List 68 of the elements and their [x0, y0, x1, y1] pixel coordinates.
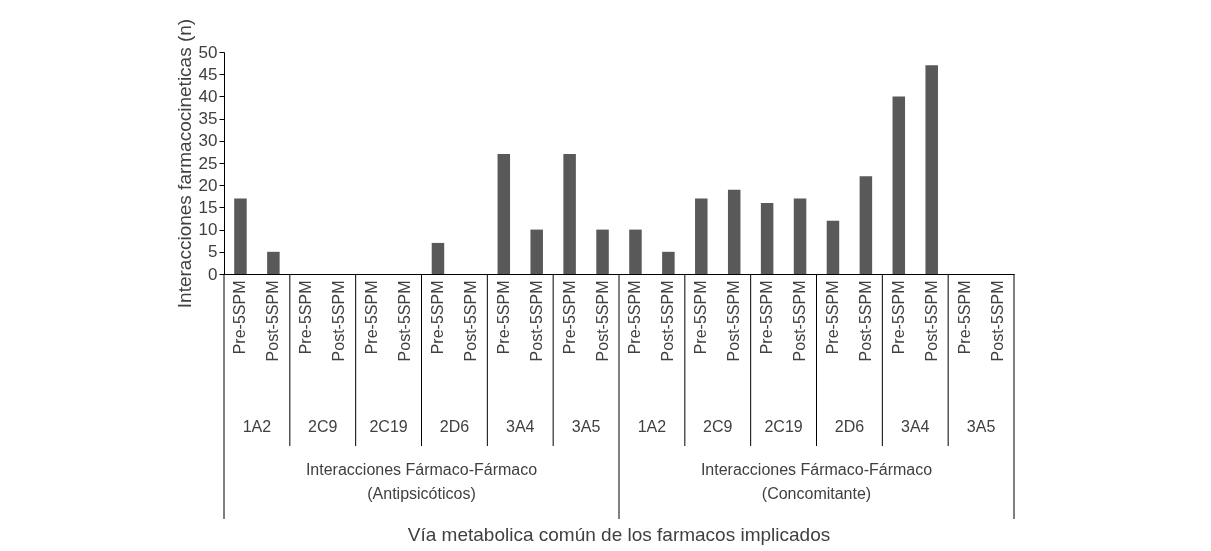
- text: Vía metabolica común de los farmacos implicados: [407, 524, 831, 545]
- bar: [859, 176, 873, 274]
- bar: [431, 242, 445, 274]
- bar: [530, 229, 543, 274]
- x-tick-label: Pre-5SPM: [428, 280, 446, 355]
- text: 3A5: [571, 418, 601, 435]
- y-tick-label: 40: [198, 86, 218, 106]
- bar: [234, 198, 247, 274]
- x-tick-label: Post-5SPM: [593, 280, 611, 362]
- y-tick-label: 15: [198, 197, 218, 217]
- x-tick-label: Post-5SPM: [725, 280, 743, 362]
- text: 2C9: [308, 418, 338, 435]
- y-tick-label: 35: [198, 109, 218, 129]
- y-tick-label: 5: [208, 242, 218, 262]
- y-tick-label: 50: [198, 42, 218, 62]
- bar: [629, 229, 642, 274]
- y-tick-label: 0: [208, 264, 218, 284]
- x-tick-label: Post-5SPM: [856, 280, 874, 362]
- bar: [497, 154, 511, 274]
- bar: [826, 220, 840, 274]
- text: 3A4: [901, 418, 930, 435]
- x-tick-label: Post-5SPM: [922, 280, 940, 362]
- text: 2C9: [703, 418, 733, 435]
- y-tick-label: 45: [198, 64, 218, 84]
- text: 2D6: [834, 418, 865, 435]
- x-tick-label: Post-5SPM: [330, 280, 348, 362]
- text: Interacciones Fármaco-Fármaco (Antipsicóticos): [305, 461, 538, 502]
- x-tick-label: Post-5SPM: [527, 280, 545, 362]
- text: 2C19: [764, 418, 803, 435]
- bar: [727, 189, 741, 274]
- x-tick-label: Pre-5SPM: [297, 280, 315, 355]
- bar: [793, 198, 807, 274]
- y-tick-label: 25: [198, 153, 218, 173]
- text: 3A5: [966, 418, 996, 435]
- y-tick-label: 30: [198, 131, 218, 151]
- bar: [925, 65, 938, 274]
- x-tick-label: Pre-5SPM: [494, 280, 512, 355]
- bar: [695, 198, 708, 274]
- text: 1A2: [637, 418, 667, 435]
- text: 2C19: [369, 418, 408, 435]
- text: 1A2: [242, 418, 272, 435]
- x-tick-label: Pre-5SPM: [758, 280, 776, 355]
- bar: [563, 154, 576, 274]
- bar: [892, 96, 906, 274]
- x-tick-label: Pre-5SPM: [626, 280, 644, 355]
- text: 2D6: [439, 418, 470, 435]
- x-tick-label: Post-5SPM: [988, 280, 1006, 362]
- bar: [267, 251, 280, 274]
- x-tick-label: Pre-5SPM: [363, 280, 381, 355]
- bar: [596, 229, 609, 274]
- y-tick-label: 20: [198, 175, 218, 195]
- bar: [662, 251, 675, 274]
- x-tick-label: Pre-5SPM: [231, 280, 249, 355]
- text: Interacciones Fármaco-Fármaco (Concomitante): [700, 461, 933, 502]
- x-tick-label: Pre-5SPM: [560, 280, 578, 355]
- y-tick-label: 10: [198, 220, 218, 240]
- x-tick-label: Post-5SPM: [461, 280, 479, 362]
- x-tick-label: Post-5SPM: [396, 280, 414, 362]
- x-tick-label: Pre-5SPM: [955, 280, 973, 355]
- text: 3A4: [506, 418, 535, 435]
- x-tick-label: Pre-5SPM: [823, 280, 841, 355]
- y-axis-title: Interacciones farmacocineticas (n): [173, 18, 195, 309]
- x-tick-label: Post-5SPM: [264, 280, 282, 362]
- bar: [760, 202, 774, 274]
- x-tick-label: Post-5SPM: [791, 280, 809, 362]
- x-tick-label: Post-5SPM: [659, 280, 677, 362]
- x-tick-label: Pre-5SPM: [692, 280, 710, 355]
- x-tick-label: Pre-5SPM: [889, 280, 907, 355]
